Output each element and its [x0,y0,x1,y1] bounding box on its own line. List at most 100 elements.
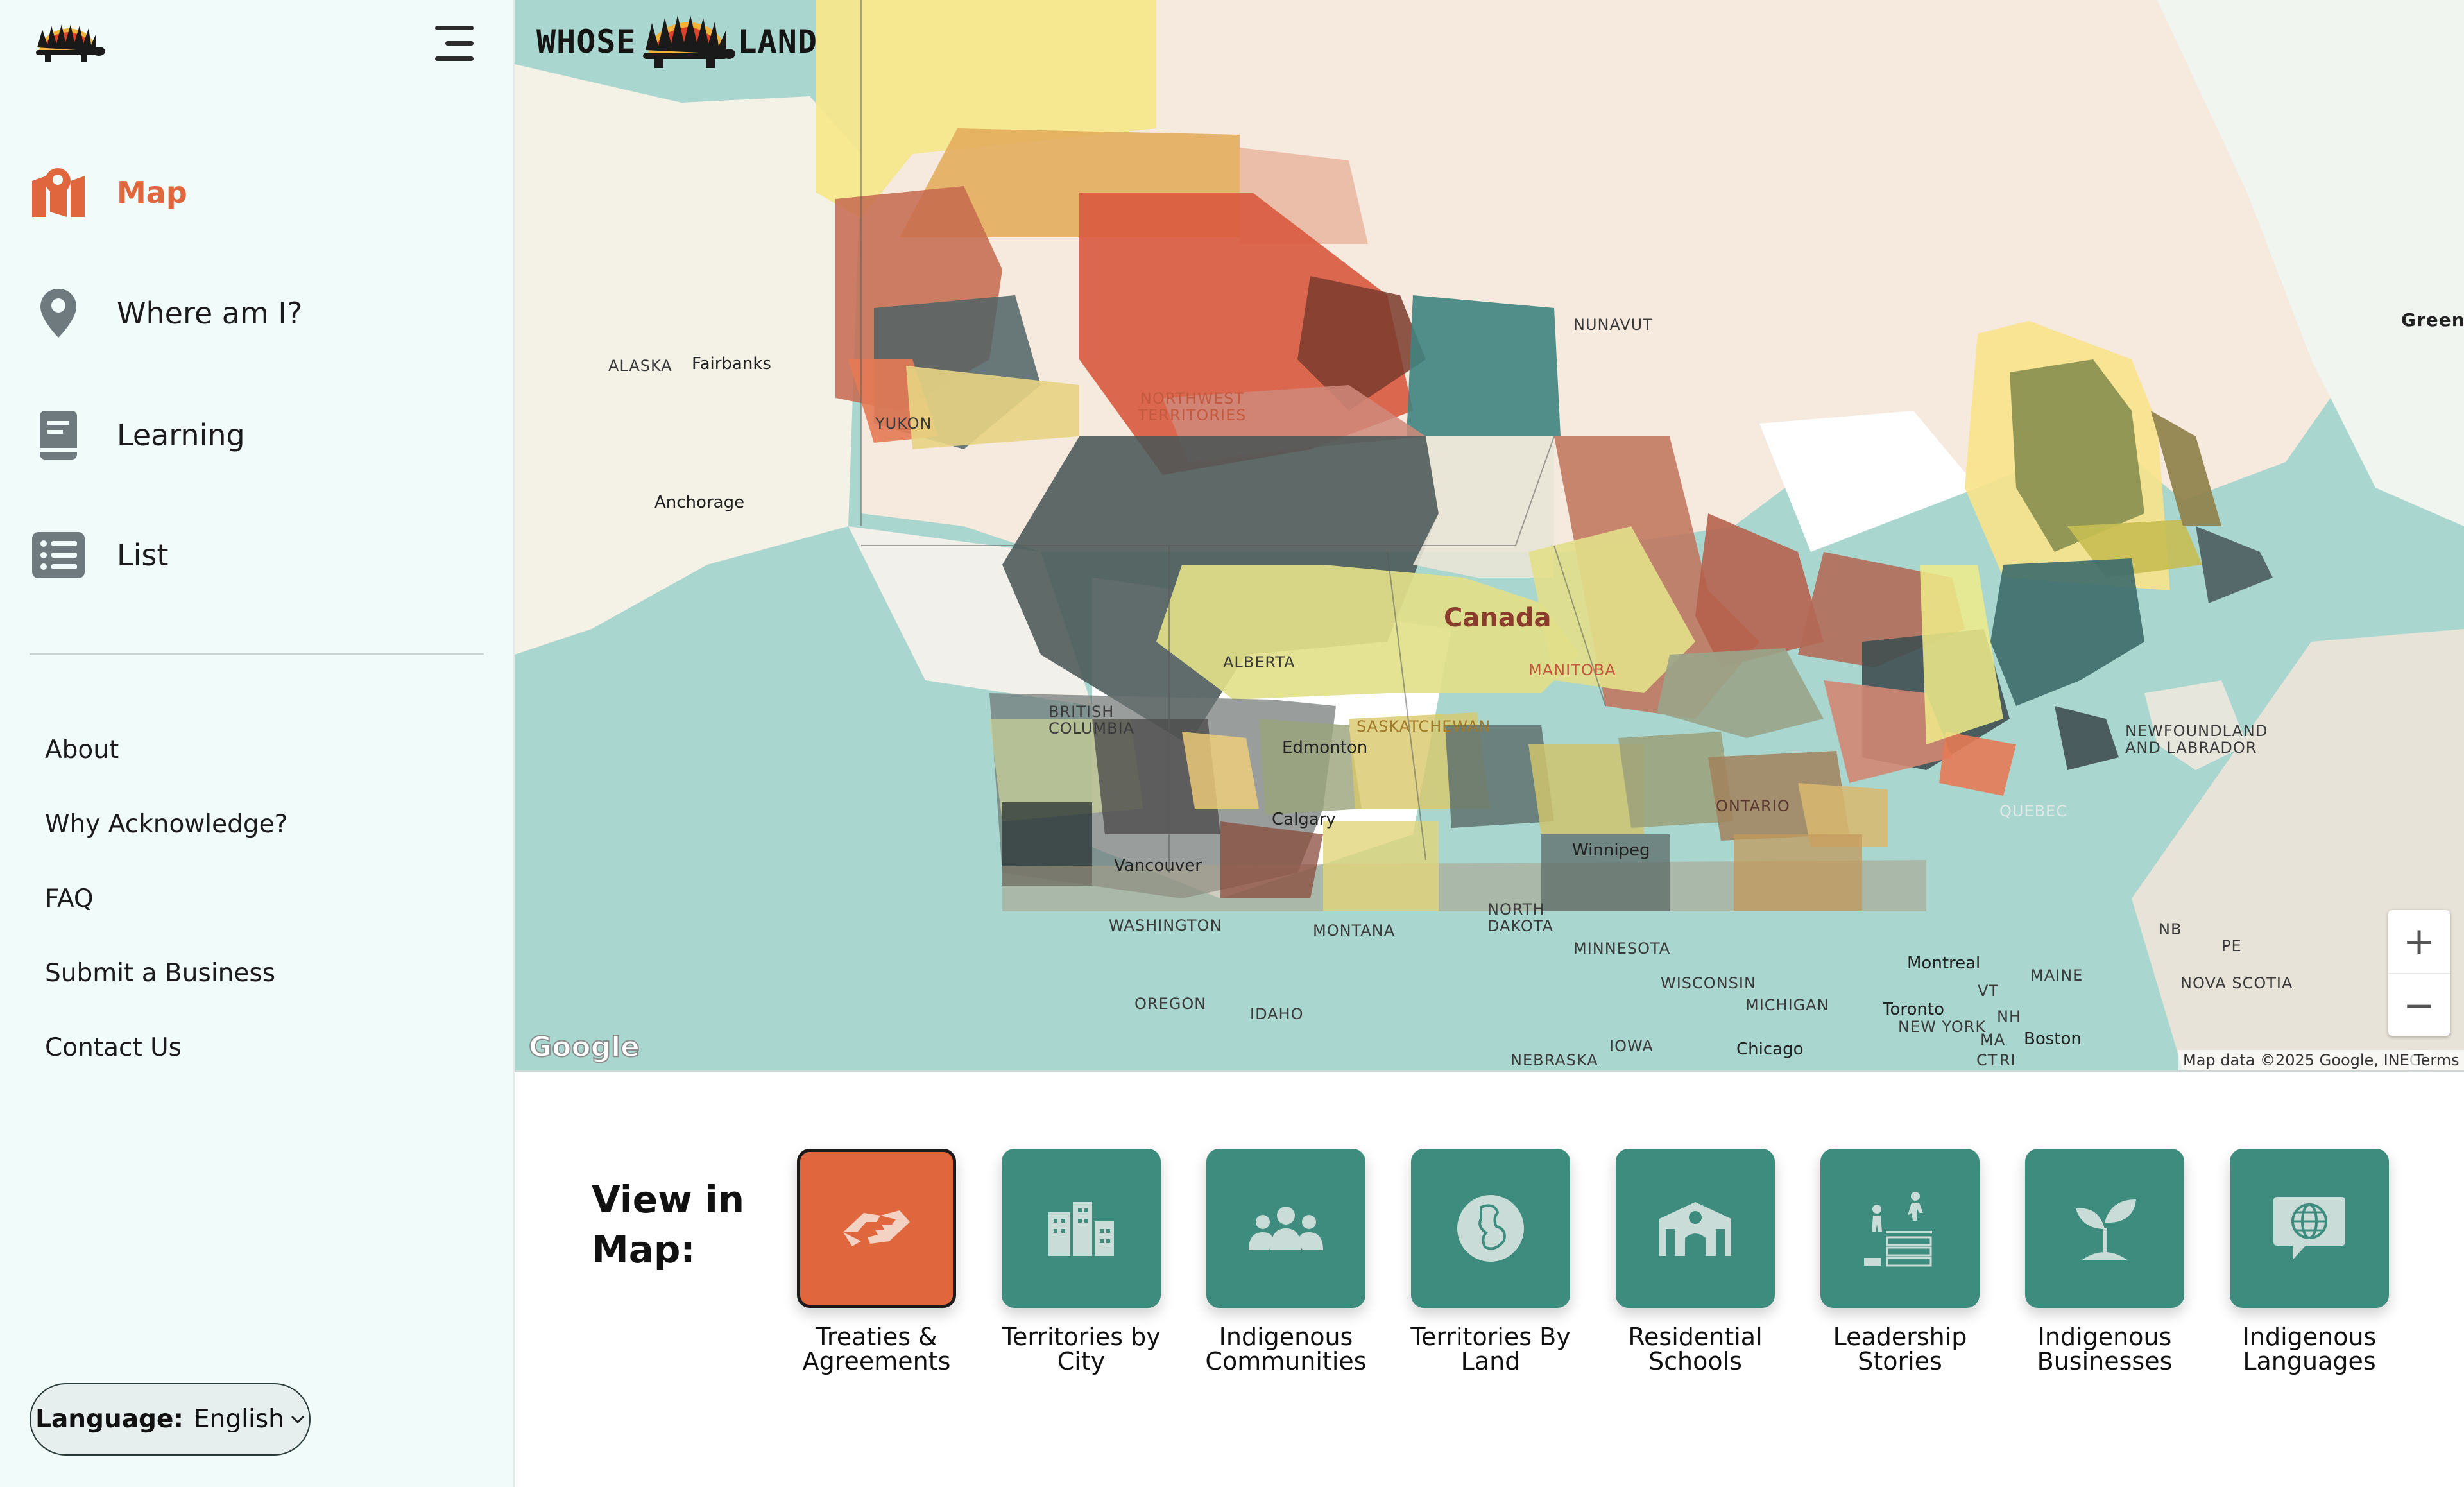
region-label: MANITOBA [1528,661,1616,679]
city-label: Chicago [1736,1040,1804,1059]
nav-item-list[interactable]: List [30,523,479,587]
category-label-line2: Businesses [2037,1347,2173,1375]
region-label: NUNAVUT [1573,316,1653,334]
school-icon [1616,1149,1775,1308]
region-label: NOVA SCOTIA [2180,974,2293,992]
region-label: MINNESOTA [1573,940,1671,958]
region-label: PE [2221,937,2242,955]
nav-item-where-am-i[interactable]: Where am I? [30,281,479,345]
region-label: NORTHWEST TERRITORIES [1138,390,1247,424]
sidebar: Map Where am I? Learning [0,0,515,1487]
city-label: Boston [2024,1029,2082,1049]
terms-link[interactable]: Terms [2409,1050,2464,1070]
region-label: RI [1999,1051,2016,1069]
city-label: Winnipeg [1572,841,1650,860]
hamburger-icon[interactable] [431,24,474,63]
category-label-line2: Land [1460,1347,1521,1375]
link-why-acknowledge[interactable]: Why Acknowledge? [45,810,288,839]
region-label: ONTARIO [1716,797,1790,815]
city-label: Montreal [1907,954,1981,973]
category-indigenous-languages[interactable]: Indigenous Languages [2230,1149,2389,1373]
region-label: NEWFOUNDLAND AND LABRADOR [2125,722,2268,757]
category-leadership-stories[interactable]: Leadership Stories [1820,1149,1980,1373]
category-residential-schools[interactable]: Residential Schools [1616,1149,1775,1373]
city-label: Fairbanks [692,354,771,374]
map-attribution[interactable]: Map data ©2025 Google, INEGI [2178,1050,2431,1070]
google-logo[interactable]: Google [528,1030,640,1064]
region-label: IOWA [1609,1037,1654,1055]
region-label: YUKON [875,415,932,433]
location-icon [30,284,87,342]
category-label-line2: Communities [1205,1347,1367,1375]
region-label: WASHINGTON [1109,916,1222,934]
region-label: VT [1978,982,1999,1000]
link-about[interactable]: About [45,735,119,764]
map-canvas[interactable]: WHOSE LAND ALASKA YUKON NORTHWEST TERRIT… [515,0,2464,1072]
city-label: Toronto [1883,1000,1944,1019]
region-label: CT [1976,1051,1998,1069]
category-label-line1: Indigenous [2242,1323,2377,1351]
nav-label-where-am-i: Where am I? [117,296,303,331]
category-label-line1: Indigenous [1219,1323,1353,1351]
region-label: MA [1980,1031,2006,1049]
category-label: Territories by City [985,1325,1177,1373]
region-label: IDAHO [1250,1005,1304,1023]
nav-label-learning: Learning [117,418,245,452]
nav-item-learning[interactable]: Learning [30,403,479,467]
category-territories-by-land[interactable]: Territories By Land [1410,1149,1571,1373]
zoom-out-button[interactable]: − [2402,983,2436,1028]
language-label: Language: [35,1405,184,1434]
category-label: Territories By Land [1394,1325,1587,1373]
category-label-line2: Languages [2243,1347,2376,1375]
category-indigenous-communities[interactable]: Indigenous Communities [1205,1149,1367,1373]
chevron-down-icon [291,1415,304,1423]
link-contact-us[interactable]: Contact Us [45,1033,182,1062]
land-icon [1411,1149,1570,1308]
category-label-line2: City [1057,1347,1106,1375]
city-label: Vancouver [1114,856,1202,875]
region-label: NEW YORK [1898,1018,1987,1036]
category-treaties-agreements[interactable]: Treaties & Agreements [797,1149,956,1373]
nav-label-map: Map [117,175,187,210]
region-label: NEBRASKA [1510,1051,1598,1069]
sprout-icon [2025,1149,2184,1308]
brand-text-left: WHOSE [536,23,637,60]
region-label: NH [1997,1008,2021,1026]
turtle-logo-icon[interactable] [33,22,105,65]
language-value: English [194,1405,284,1434]
language-selector[interactable]: Language: English [30,1383,311,1456]
whose-land-logo[interactable]: WHOSE LAND [536,13,817,71]
category-label: Treaties & Agreements [780,1325,973,1373]
territory-map[interactable] [515,0,2464,1070]
people-icon [1206,1149,1365,1308]
region-label: WISCONSIN [1661,974,1756,992]
region-label: OREGON [1134,995,1207,1013]
region-label: MONTANA [1313,922,1396,940]
category-label: Indigenous Businesses [2008,1325,2201,1373]
link-submit-business[interactable]: Submit a Business [45,959,276,988]
category-label: Residential Schools [1599,1325,1792,1373]
view-in-map-title-line1: View in [592,1178,745,1221]
region-label: MICHIGAN [1745,996,1829,1014]
category-label-line1: Treaties & [816,1323,937,1351]
category-label-line1: Leadership [1833,1323,1967,1351]
turtle-logo-icon [642,15,735,68]
book-icon [30,406,87,464]
category-label-line1: Territories By [1410,1323,1571,1351]
region-label: ALBERTA [1223,653,1296,671]
category-territories-by-city[interactable]: Territories by City [1002,1149,1161,1373]
nav-item-map[interactable]: Map [30,160,479,225]
category-label-line2: Schools [1648,1347,1742,1375]
region-label: ALASKA [608,357,672,375]
view-in-map-title: View in Map: [592,1174,744,1275]
category-indigenous-businesses[interactable]: Indigenous Businesses [2025,1149,2184,1373]
link-faq[interactable]: FAQ [45,884,94,913]
city-label: Calgary [1272,810,1336,829]
zoom-in-button[interactable]: + [2388,910,2450,974]
globe-chat-icon [2230,1149,2389,1308]
category-label: Leadership Stories [1804,1325,1996,1373]
category-label: Indigenous Communities [1190,1325,1382,1373]
region-label: SASKATCHEWAN [1356,718,1491,735]
city-label: Anchorage [654,493,745,512]
nav-label-list: List [117,538,169,572]
